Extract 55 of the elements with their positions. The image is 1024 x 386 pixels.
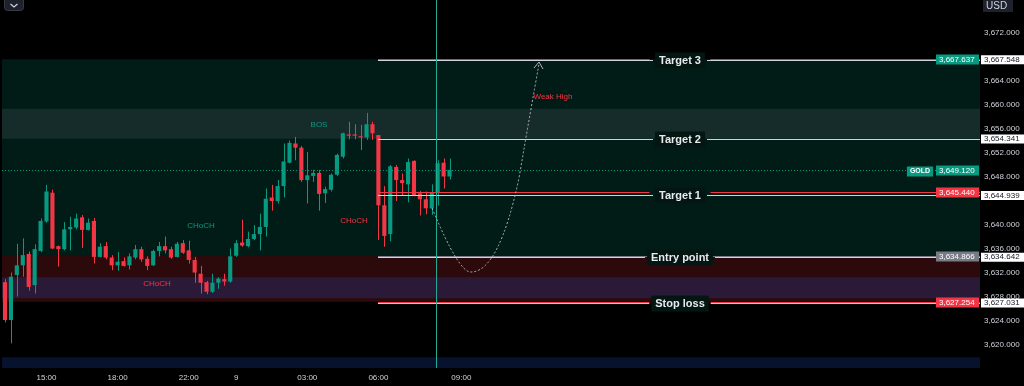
candlestick [210, 273, 215, 294]
candlestick [328, 172, 334, 192]
ref-line-label: Target 2 [659, 132, 701, 145]
candlestick [186, 240, 191, 265]
y-tick-label: 3,654.341 [984, 134, 1021, 144]
candlestick [192, 256, 197, 284]
candlestick [340, 132, 345, 159]
candlestick [240, 219, 245, 248]
y-axis-title: USD [986, 0, 1008, 11]
annotation: Weak High [533, 92, 573, 102]
y-tick-label: 3,620.000 [984, 340, 1021, 350]
y-tick-label: 3,656.000 [984, 124, 1021, 134]
annotation: CHoCH [187, 221, 215, 231]
ref-line-label: 3,627.254 [939, 297, 976, 307]
x-tick-label: 9 [233, 373, 239, 382]
ref-line-label: 3,667.637 [939, 54, 976, 64]
y-tick-label: 3,632.000 [984, 268, 1021, 278]
x-tick-label: 03:00 [297, 373, 318, 382]
candlestick [79, 214, 85, 249]
candlestick [364, 112, 369, 141]
y-tick-label: 3,624.000 [984, 316, 1021, 326]
annotation: CHoCH [143, 279, 171, 289]
ref-line-label: Entry point [650, 250, 710, 263]
candlestick [257, 213, 262, 251]
ref-line-label: 3,645.440 [939, 187, 976, 197]
ref-line-label: 3,634.866 [939, 251, 976, 261]
ref-line-label: Stop loss [655, 296, 705, 309]
candlestick [14, 243, 19, 298]
y-tick-label: 3,672.000 [984, 28, 1021, 38]
annotation: BOS [310, 120, 328, 130]
y-tick-label: 3,634.642 [984, 252, 1021, 262]
x-tick-label: 15:00 [36, 373, 58, 382]
y-tick-label: 3,660.000 [984, 100, 1021, 110]
x-tick-label: 22:00 [178, 373, 200, 382]
y-tick-label: 3,636.000 [984, 244, 1021, 254]
ref-line-label: Target 3 [659, 53, 701, 66]
y-tick-label: 3,652.000 [984, 148, 1021, 158]
candlestick [62, 221, 67, 251]
candlestick [20, 237, 25, 278]
candlestick [370, 121, 375, 141]
candlestick [317, 169, 322, 212]
x-tick-label: 09:00 [451, 373, 472, 382]
x-tick-label: 18:00 [107, 373, 129, 382]
y-tick-label: 3,640.000 [984, 220, 1021, 230]
y-tick-label: 3,648.000 [984, 172, 1021, 182]
candlestick [293, 136, 298, 161]
x-tick-label: 06:00 [368, 373, 389, 382]
y-tick-label: 3,644.939 [984, 190, 1021, 200]
ref-line-label: Target 1 [659, 188, 701, 201]
y-tick-label: 3,664.000 [984, 76, 1021, 86]
y-tick-label: 3,627.031 [984, 298, 1021, 308]
ref-line-label: 3,649.120 [939, 165, 976, 175]
candlestick [275, 179, 280, 205]
annotation: CHoCH [340, 216, 368, 226]
y-tick-label: 3,667.548 [984, 54, 1021, 64]
